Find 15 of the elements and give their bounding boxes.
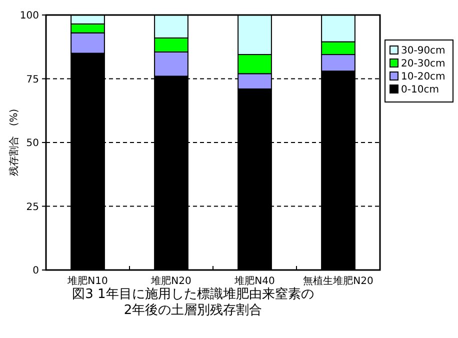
legend-label: 10-20cm <box>401 72 446 82</box>
y-tick-label: 25 <box>26 202 39 213</box>
y-tick-label: 75 <box>26 74 39 86</box>
legend-label: 0-10cm <box>401 84 439 96</box>
y-tick-label: 100 <box>20 10 39 22</box>
x-tick-label: 堆肥N20 <box>150 275 192 287</box>
legend-label: 30-90cm <box>401 46 446 56</box>
y-tick-label: 50 <box>26 138 39 149</box>
x-tick-label: 無植生堆肥N20 <box>303 275 374 287</box>
y-tick-label: 0 <box>32 266 39 276</box>
y-axis-title: 残存割合 (%) <box>8 108 20 176</box>
x-tick-label: 堆肥N10 <box>66 275 108 287</box>
legend-label: 20-30cm <box>401 58 446 70</box>
x-tick-label: 堆肥N40 <box>234 275 275 287</box>
text: 図3 1年目に施用した標識堆肥由来窒素の 2年後の土層別残存割合 <box>72 286 314 318</box>
